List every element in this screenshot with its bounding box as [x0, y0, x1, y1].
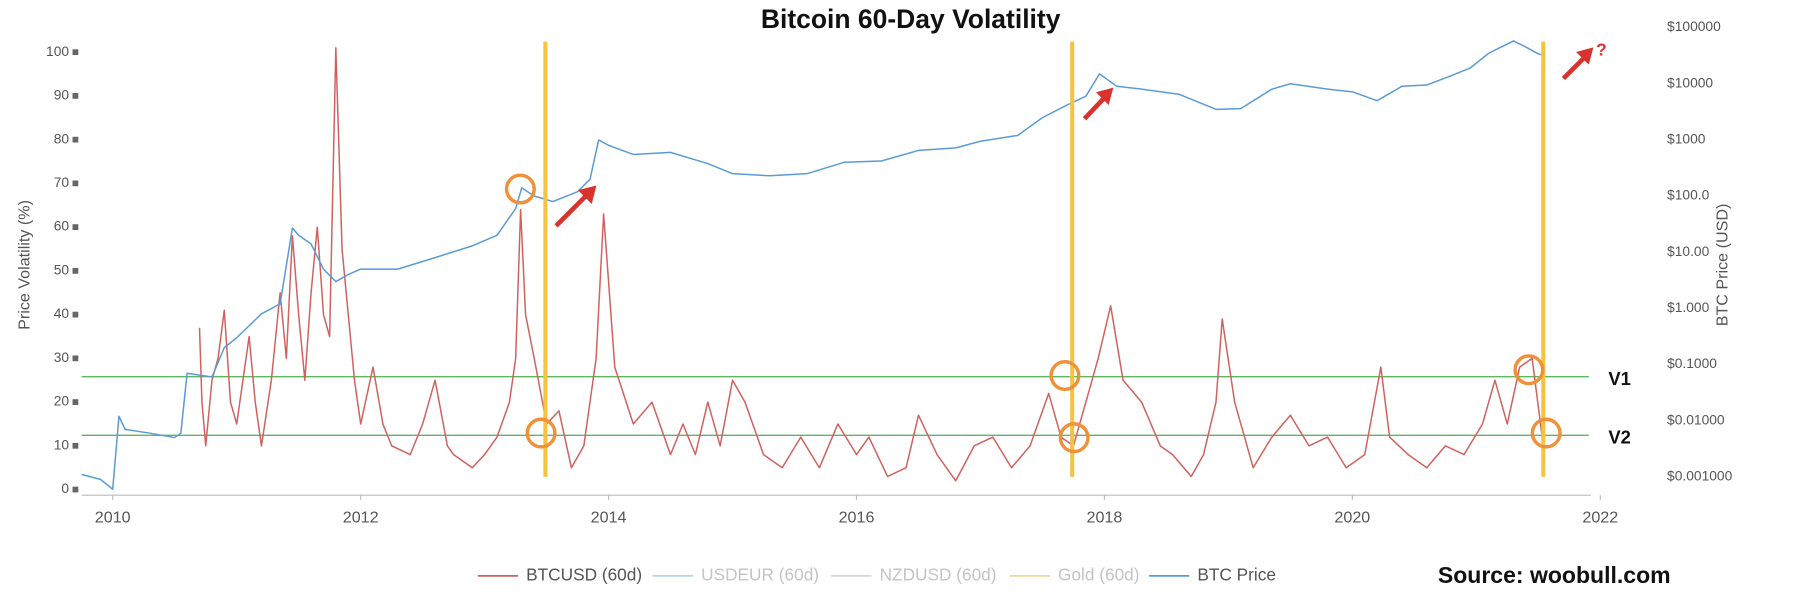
y2-tick-label: $0.001000: [1667, 467, 1733, 483]
y-tick: [72, 224, 79, 230]
y-tick: [72, 267, 79, 274]
x-tick-label: 2022: [1582, 509, 1618, 527]
y2-tick-label: $10.00: [1667, 243, 1710, 259]
series-line: [81, 40, 1545, 490]
y2-tick-label: $1000: [1667, 131, 1706, 147]
arrow: [554, 193, 589, 228]
y2-tick-label: $1.000: [1667, 299, 1710, 315]
x-tick-label: 2018: [1087, 509, 1123, 527]
y-tick: [72, 311, 79, 318]
y-tick: [72, 136, 79, 143]
legend-label: BTCUSD (60d): [526, 564, 642, 584]
arrows: [554, 47, 1594, 228]
y2-tick-label: $100.0: [1667, 187, 1710, 203]
legend-label: Gold (60d): [1058, 564, 1140, 584]
y-tick: [72, 399, 79, 405]
x-tick-label: 2010: [95, 509, 131, 527]
legend-label: BTC Price: [1197, 564, 1276, 584]
y-tick: [72, 93, 79, 99]
threshold-label: V2: [1608, 427, 1631, 448]
arrow: [1082, 95, 1107, 121]
x-tick-label: 2014: [591, 509, 627, 527]
x-tick-label: 2016: [839, 509, 875, 527]
highlight-circle: [1058, 422, 1090, 454]
arrow: [1561, 54, 1587, 81]
y2-tick-label: $0.01000: [1667, 411, 1725, 427]
y-tick-label: 20: [54, 393, 70, 409]
arrow-head: [1096, 87, 1114, 105]
y2-tick-label: $10000: [1667, 74, 1713, 90]
y-tick: [72, 49, 79, 56]
y-tick-label: 70: [54, 174, 70, 190]
y-tick-label: 50: [54, 261, 70, 277]
y-tick-label: 80: [54, 130, 70, 146]
x-tick-label: 2020: [1334, 509, 1370, 527]
y-tick-label: 0: [61, 480, 69, 496]
y-tick-label: 100: [46, 43, 69, 59]
y-tick: [72, 486, 79, 493]
highlight-circle: [525, 417, 557, 449]
annotation-text: ?: [1596, 39, 1607, 59]
y-tick-label: 10: [54, 436, 70, 452]
legend-label: USDEUR (60d): [701, 564, 819, 584]
y-tick: [72, 355, 79, 362]
annotation-layer: [504, 173, 1562, 454]
arrow-head: [1576, 47, 1594, 65]
y-tick: [72, 442, 79, 449]
chart-title: Bitcoin 60-Day Volatility: [761, 4, 1061, 34]
y-axis-label: Price Volatility (%): [16, 200, 34, 330]
highlight-circle: [1530, 417, 1562, 449]
series-line: [198, 47, 1546, 482]
y-tick-label: 30: [54, 349, 70, 365]
threshold-label: V1: [1608, 368, 1631, 389]
y2-tick-label: $0.1000: [1667, 355, 1717, 371]
highlight-circle: [1513, 354, 1545, 386]
highlight-circle: [1049, 359, 1081, 392]
y2-axis-label: BTC Price (USD): [1714, 204, 1732, 327]
y2-tick-label: $100000: [1667, 18, 1721, 34]
legend-label: NZDUSD (60d): [880, 564, 997, 584]
highlight-circle: [504, 173, 536, 205]
source: Source: woobull.com: [1438, 562, 1671, 588]
y-tick-label: 90: [54, 87, 70, 103]
y-tick-label: 60: [54, 218, 70, 234]
y-tick-label: 40: [54, 305, 70, 321]
x-tick-label: 2012: [343, 509, 379, 527]
y-tick: [72, 180, 79, 187]
arrow-head: [577, 185, 597, 204]
